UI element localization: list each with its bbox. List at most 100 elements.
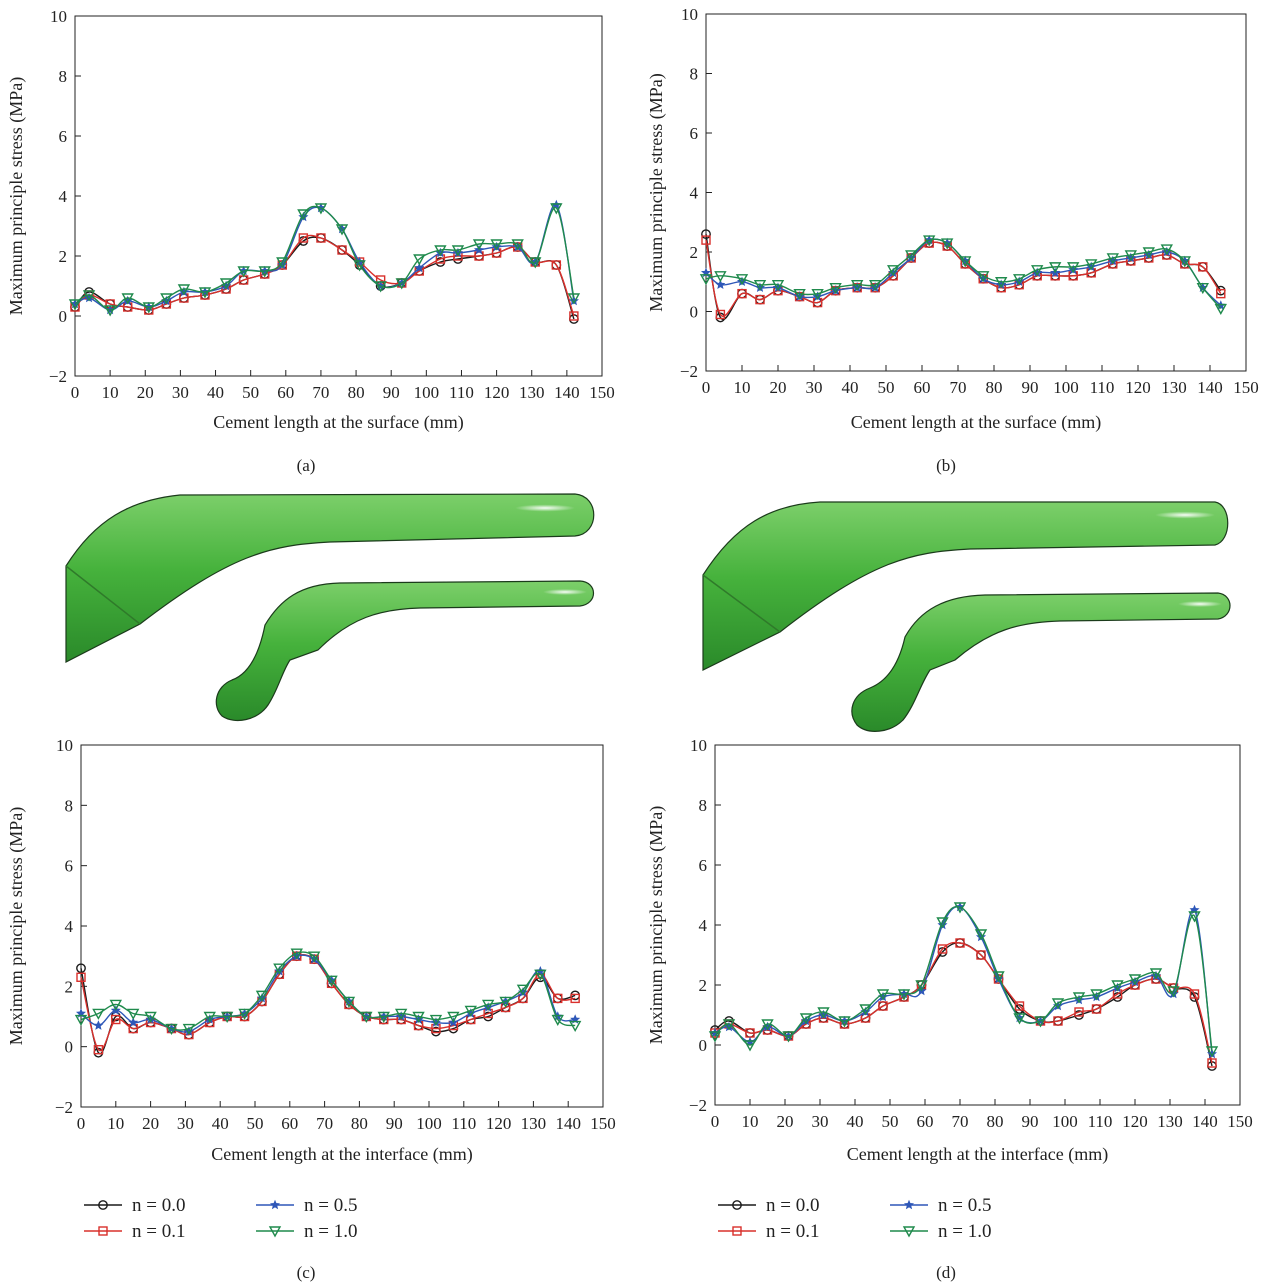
series-triangle-down <box>699 235 1227 315</box>
data-point <box>258 266 271 278</box>
data-point <box>220 1011 234 1023</box>
panel-label-d: (d) <box>936 1263 956 1282</box>
legend-label: n = 1.0 <box>304 1221 357 1242</box>
data-point <box>499 996 512 1008</box>
data-point <box>817 1007 830 1019</box>
data-point <box>464 1005 477 1017</box>
series-line <box>705 239 1222 317</box>
x-tick-label: 100 <box>1052 1112 1078 1131</box>
x-tick-label: 90 <box>383 383 400 402</box>
data-point <box>314 203 328 215</box>
y-tick-label: 4 <box>65 917 74 936</box>
data-point <box>553 993 563 1004</box>
y-tick-label: 0 <box>699 1036 708 1055</box>
data-point <box>829 283 842 295</box>
x-tick-label: 20 <box>777 1112 794 1131</box>
data-point <box>434 245 447 257</box>
x-tick-label: 20 <box>770 378 787 397</box>
data-point <box>1124 250 1137 262</box>
data-point <box>298 233 309 243</box>
data-point <box>722 1019 736 1031</box>
plot-frame <box>74 15 603 377</box>
x-tick-label: 90 <box>386 1114 403 1133</box>
data-point <box>1142 247 1155 259</box>
y-tick-label: 0 <box>59 307 68 326</box>
plot-frame <box>714 744 1241 1106</box>
data-point <box>735 274 749 286</box>
data-point <box>1013 1013 1026 1025</box>
data-point <box>481 999 495 1011</box>
x-tick-label: 150 <box>589 383 615 402</box>
data-point <box>1198 262 1208 272</box>
data-point <box>534 969 547 981</box>
data-point <box>887 265 900 277</box>
x-tick-label: 110 <box>449 383 474 402</box>
legend-label: n = 0.0 <box>132 1195 185 1216</box>
legend-marker <box>903 1199 915 1210</box>
data-point <box>859 1004 872 1016</box>
data-point <box>569 311 579 321</box>
y-axis-label: Maximum principle stress (MPa) <box>6 77 27 315</box>
x-tick-label: 120 <box>1125 378 1151 397</box>
data-point <box>550 203 563 215</box>
data-point <box>74 1014 88 1026</box>
x-tick-label: 0 <box>702 378 711 397</box>
x-tick-label: 130 <box>1157 1112 1183 1131</box>
data-point <box>1031 265 1044 277</box>
data-point <box>76 963 86 974</box>
x-tick-label: 10 <box>102 383 119 402</box>
chart-panel-d: 0 10 20 30 40 50 60 70 80 90 100 110 120 130 140 150−20… <box>646 736 1253 1165</box>
data-point <box>811 288 824 301</box>
data-point <box>1085 259 1098 271</box>
data-point <box>708 1031 722 1043</box>
data-point <box>897 989 911 1001</box>
y-tick-label: 6 <box>59 127 68 146</box>
data-point <box>869 280 882 292</box>
x-tick-label: 80 <box>351 1114 368 1133</box>
data-point <box>325 975 338 987</box>
data-point <box>1167 986 1180 998</box>
data-point <box>1074 1007 1084 1017</box>
data-point <box>342 996 356 1008</box>
data-point <box>1216 288 1226 299</box>
legend-marker <box>98 1200 108 1210</box>
data-point <box>219 278 233 290</box>
data-point <box>1013 274 1026 286</box>
series-circle <box>710 938 1217 1071</box>
data-point <box>755 294 765 305</box>
data-point <box>290 948 303 960</box>
y-axis-label: Maximum principle stress (MPa) <box>6 807 27 1045</box>
data-point <box>1034 1016 1047 1028</box>
x-tick-label: 100 <box>416 1114 442 1133</box>
data-point <box>955 938 965 948</box>
data-point <box>82 290 96 302</box>
series-square <box>710 938 1217 1068</box>
data-point <box>1053 1016 1063 1026</box>
data-point <box>1091 1004 1102 1014</box>
legend-label: n = 0.0 <box>766 1195 819 1216</box>
legend-label: n = 0.5 <box>304 1195 357 1216</box>
x-tick-label: 80 <box>987 1112 1004 1131</box>
x-tick-label: 120 <box>486 1114 512 1133</box>
data-point <box>511 239 524 251</box>
y-tick-label: −2 <box>689 1096 707 1115</box>
data-point <box>974 929 988 941</box>
x-tick-label: 50 <box>242 383 259 402</box>
data-point <box>144 1011 157 1023</box>
data-point <box>567 293 581 305</box>
data-point <box>1106 253 1119 265</box>
data-point <box>715 279 726 290</box>
x-tick-label: 30 <box>177 1114 194 1133</box>
x-tick-label: 130 <box>1161 378 1187 397</box>
x-tick-label: 30 <box>172 383 189 402</box>
y-tick-label: 2 <box>690 243 699 262</box>
y-tick-label: 4 <box>699 916 708 935</box>
data-point <box>1214 303 1227 315</box>
data-point <box>737 288 747 299</box>
data-point <box>490 239 503 251</box>
x-tick-label: 140 <box>555 1114 581 1133</box>
x-tick-label: 20 <box>142 1114 159 1133</box>
stem-illustration-right <box>702 501 1231 732</box>
data-point <box>1067 262 1080 274</box>
